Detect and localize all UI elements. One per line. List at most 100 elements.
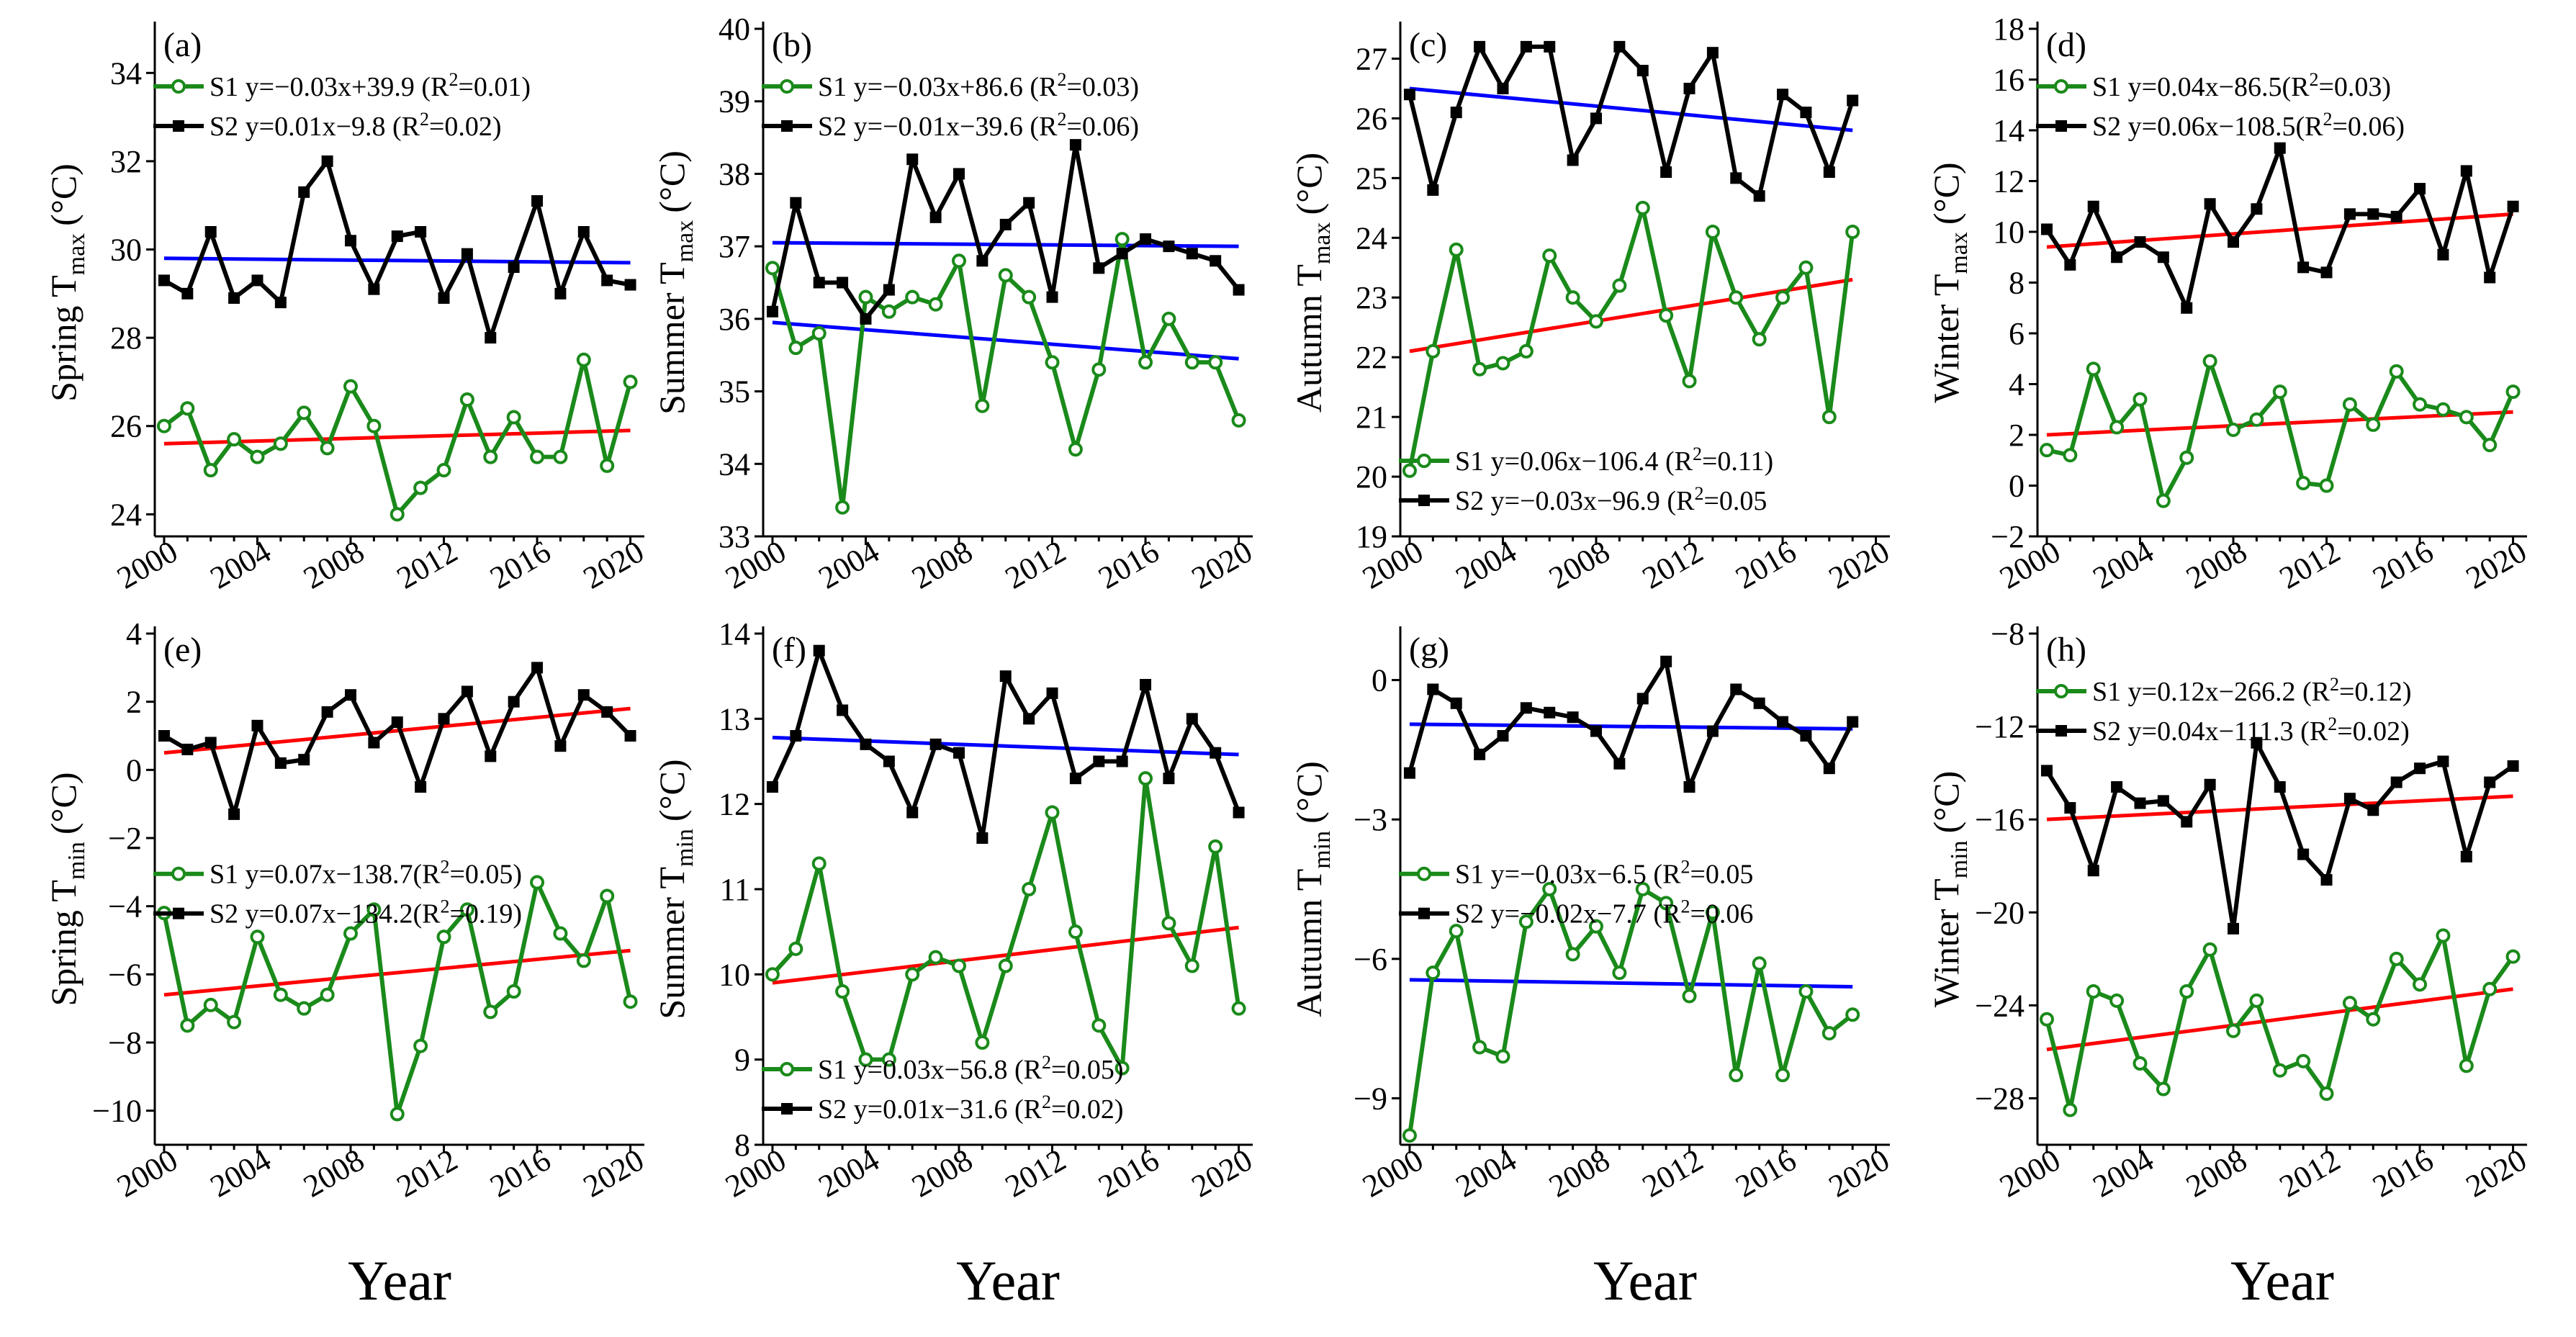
data-point-s2 bbox=[2204, 778, 2216, 791]
legend-superscript: 2 bbox=[441, 857, 450, 878]
data-point-s2 bbox=[2437, 755, 2449, 767]
legend-equation: S1 y=−0.03x+39.9 (R bbox=[210, 72, 449, 102]
y-tick-label: −6 bbox=[108, 957, 142, 992]
x-axis-title: Year bbox=[1593, 1249, 1697, 1312]
trend-line-s2 bbox=[163, 256, 631, 265]
data-point-s2 bbox=[2484, 271, 2496, 284]
legend-text: S2 y=−0.01x−39.6 (R2=0.06) bbox=[818, 109, 1139, 142]
legend-equation: S2 y=0.01x−9.8 (R bbox=[210, 112, 420, 142]
trend-line-s2 bbox=[2046, 794, 2513, 821]
data-point-s2 bbox=[321, 706, 333, 718]
data-point-s2 bbox=[2251, 203, 2263, 215]
data-point-s1 bbox=[1518, 343, 1534, 359]
data-point-s1 bbox=[1542, 248, 1557, 264]
data-point-s2 bbox=[204, 226, 217, 238]
legend-equation: S1 y=0.12x−266.2 (R bbox=[2092, 677, 2330, 707]
data-point-s2 bbox=[766, 781, 778, 793]
data-point-s2 bbox=[1823, 762, 1835, 775]
data-point-s2 bbox=[2484, 776, 2496, 788]
y-axis-title-unit: (°C) bbox=[1289, 761, 1329, 824]
data-point-s1 bbox=[1705, 905, 1720, 920]
data-point-s2 bbox=[251, 274, 264, 287]
y-tick-label: 13 bbox=[719, 701, 750, 737]
panel-5: −10 −8 −6 −4 −2 0 2 4 2000 2004 2008 2012 2016 2020 Ye… bbox=[43, 616, 650, 1312]
data-point-s1 bbox=[1161, 916, 1176, 931]
data-point-s1 bbox=[2249, 993, 2264, 1008]
x-tick-label: 2012 bbox=[999, 534, 1072, 595]
data-point-s1 bbox=[952, 958, 966, 973]
data-point-s2 bbox=[1567, 154, 1579, 166]
data-point-s2 bbox=[953, 168, 965, 180]
data-point-s1 bbox=[436, 463, 451, 478]
data-point-s1 bbox=[459, 902, 474, 917]
legend-equation: S1 y=0.04x−86.5(R bbox=[2092, 72, 2310, 102]
legend-text: S2 y=−0.03x−96.9 (R2=0.05 bbox=[1455, 483, 1767, 516]
trend-line-s1 bbox=[1409, 978, 1853, 989]
data-point-s2 bbox=[790, 197, 802, 209]
data-point-s1 bbox=[2272, 384, 2287, 400]
data-point-s1 bbox=[2413, 397, 2428, 412]
data-point-s1 bbox=[2366, 417, 2381, 432]
data-point-s1 bbox=[1682, 374, 1697, 389]
legend-r2: =0.06) bbox=[1066, 112, 1139, 142]
data-point-s1 bbox=[1022, 289, 1037, 305]
data-point-s1 bbox=[788, 341, 803, 356]
data-point-s1 bbox=[1068, 442, 1083, 457]
data-point-s1 bbox=[1635, 200, 1650, 215]
data-point-s2 bbox=[2134, 797, 2146, 809]
data-point-s1 bbox=[2202, 354, 2217, 369]
y-tick-label: −28 bbox=[1975, 1081, 2025, 1116]
data-point-s1 bbox=[413, 480, 428, 495]
data-point-s1 bbox=[2296, 1053, 2311, 1068]
series-line-s2 bbox=[1408, 44, 1855, 199]
data-point-s1 bbox=[623, 994, 638, 1009]
data-point-s2 bbox=[2228, 236, 2239, 248]
data-point-s1 bbox=[1138, 355, 1153, 370]
legend-text: S2 y=−0.02x−7.7 (R2=0.06 bbox=[1455, 896, 1753, 929]
data-point-s2 bbox=[1590, 725, 1602, 737]
y-tick-label: −12 bbox=[1975, 709, 2025, 744]
data-point-s2 bbox=[601, 706, 613, 718]
legend-superscript: 2 bbox=[2310, 69, 2319, 90]
data-point-s1 bbox=[1682, 989, 1697, 1004]
x-tick-label: 2016 bbox=[1092, 1142, 1165, 1204]
data-point-s2 bbox=[906, 806, 919, 819]
y-tick-label: −9 bbox=[1354, 1081, 1387, 1116]
y-axis-title-sub: max bbox=[1309, 222, 1336, 265]
data-point-s2 bbox=[1520, 702, 1532, 714]
x-tick-label: 2016 bbox=[484, 534, 557, 595]
data-point-s2 bbox=[1777, 716, 1789, 728]
y-tick-label: 24 bbox=[1356, 220, 1387, 256]
data-point-s2 bbox=[345, 235, 356, 247]
data-point-s2 bbox=[577, 226, 590, 238]
data-point-s1 bbox=[1752, 332, 1767, 347]
y-axis-title-sub: max bbox=[672, 220, 698, 263]
data-point-s1 bbox=[2063, 1102, 2078, 1117]
data-point-s1 bbox=[1208, 839, 1223, 854]
data-point-s1 bbox=[2342, 996, 2357, 1011]
y-tick-label: 10 bbox=[1993, 215, 2025, 250]
data-point-s1 bbox=[1798, 260, 1814, 275]
y-axis-title-main: Spring T bbox=[43, 275, 84, 402]
legend-text: S1 y=−0.03x+86.6 (R2=0.03) bbox=[818, 69, 1139, 102]
y-axis-title-sub: max bbox=[1946, 232, 1973, 274]
legend-superscript: 2 bbox=[441, 896, 450, 917]
data-point-s2 bbox=[813, 644, 825, 657]
y-tick-label: 2 bbox=[2009, 418, 2025, 453]
legend-text: S2 y=0.01x−9.8 (R2=0.02) bbox=[210, 109, 502, 142]
legend-text: S2 y=0.01x−31.6 (R2=0.02) bbox=[818, 1091, 1124, 1125]
y-tick-label: −8 bbox=[1991, 616, 2025, 652]
y-axis-title-unit: (°C) bbox=[1289, 153, 1329, 215]
data-point-s2 bbox=[181, 743, 194, 755]
x-tick-label: 2008 bbox=[906, 1142, 978, 1204]
data-point-s1 bbox=[297, 1001, 312, 1016]
data-point-s2 bbox=[2320, 874, 2333, 886]
y-axis-title: Spring Tmax (°C) bbox=[43, 163, 90, 402]
panel-label: (e) bbox=[163, 631, 202, 669]
x-tick-label: 2004 bbox=[2087, 1142, 2160, 1204]
data-point-s1 bbox=[553, 926, 568, 941]
data-point-s2 bbox=[368, 283, 380, 295]
x-tick-label: 2012 bbox=[2274, 534, 2346, 595]
data-point-s1 bbox=[1729, 290, 1744, 305]
data-point-s2 bbox=[2320, 266, 2333, 279]
